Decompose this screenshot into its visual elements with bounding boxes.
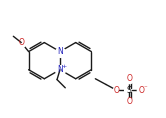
Text: O: O: [114, 86, 120, 95]
Text: O: O: [126, 74, 132, 83]
Text: S: S: [127, 86, 131, 95]
Text: O: O: [126, 97, 132, 106]
Text: N: N: [57, 47, 63, 56]
Text: N: N: [57, 65, 63, 74]
Text: O: O: [138, 86, 144, 95]
Text: O: O: [18, 38, 24, 47]
Text: ⁻: ⁻: [143, 85, 147, 91]
Text: +: +: [61, 64, 66, 69]
